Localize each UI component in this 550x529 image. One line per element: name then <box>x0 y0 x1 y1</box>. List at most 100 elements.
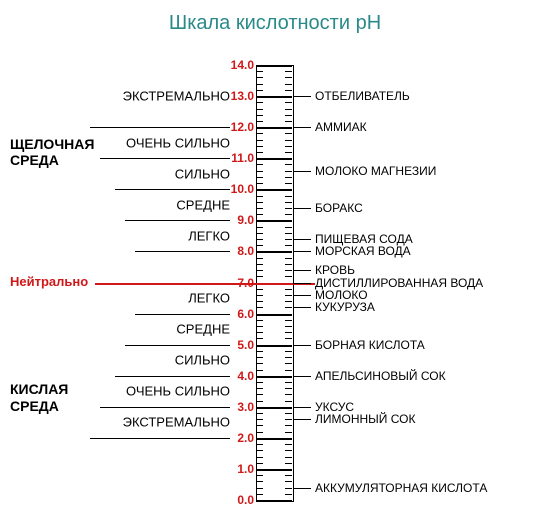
tick-major <box>256 127 292 129</box>
tick-minor <box>285 177 292 178</box>
intensity-label: ОЧЕНЬ СИЛЬНО <box>126 384 230 399</box>
tick-minor <box>285 239 292 240</box>
tick-minor <box>285 338 292 339</box>
tick-minor <box>256 363 263 364</box>
tick-minor <box>285 432 292 433</box>
tick-major <box>256 251 292 253</box>
tick-minor <box>256 109 263 110</box>
tick-minor <box>256 152 263 153</box>
tick-minor <box>285 494 292 495</box>
tick-minor <box>256 295 263 296</box>
tick-minor <box>256 121 263 122</box>
tick-major <box>256 438 292 440</box>
tick-minor <box>256 245 263 246</box>
substance-pointer <box>293 419 311 420</box>
tick-label: 6.0 <box>237 307 254 321</box>
neutral-label: Нейтрально <box>10 275 88 290</box>
tick-minor <box>256 432 263 433</box>
tick-minor <box>256 413 263 414</box>
tick-minor <box>285 425 292 426</box>
tick-minor <box>285 77 292 78</box>
tick-minor <box>285 202 292 203</box>
intensity-label: ЛЕГКО <box>188 291 230 306</box>
tick-major <box>256 407 292 409</box>
tick-minor <box>285 233 292 234</box>
tick-major <box>256 189 292 191</box>
tick-minor <box>285 71 292 72</box>
tick-minor <box>285 382 292 383</box>
tick-label: 8.0 <box>237 244 254 258</box>
tick-minor <box>256 84 263 85</box>
tick-minor <box>256 326 263 327</box>
tick-minor <box>285 258 292 259</box>
tick-minor <box>256 419 263 420</box>
tick-major <box>256 500 292 502</box>
substance-pointer <box>293 251 311 252</box>
substance-pointer <box>293 270 311 271</box>
tick-minor <box>285 146 292 147</box>
tick-minor <box>285 370 292 371</box>
tick-minor <box>285 301 292 302</box>
tick-minor <box>256 488 263 489</box>
tick-minor <box>256 115 263 116</box>
tick-minor <box>256 450 263 451</box>
tick-minor <box>256 301 263 302</box>
tick-minor <box>256 401 263 402</box>
tick-major <box>256 96 292 98</box>
tick-label: 11.0 <box>231 151 254 165</box>
zone-label: КИСЛАЯСРЕДА <box>10 381 68 413</box>
tick-minor <box>285 481 292 482</box>
tick-major <box>256 376 292 378</box>
substance-pointer <box>293 127 311 128</box>
tick-minor <box>256 475 263 476</box>
tick-major <box>256 220 292 222</box>
chart-title: Шкала кислотности рН <box>0 12 550 35</box>
tick-minor <box>256 332 263 333</box>
tick-minor <box>285 289 292 290</box>
tick-minor <box>256 196 263 197</box>
tick-minor <box>256 202 263 203</box>
substance-pointer <box>293 345 311 346</box>
intensity-label: СИЛЬНО <box>175 353 230 368</box>
substance-pointer <box>293 376 311 377</box>
tick-minor <box>285 140 292 141</box>
tick-minor <box>256 71 263 72</box>
tick-minor <box>285 357 292 358</box>
intensity-divider <box>125 345 230 346</box>
intensity-divider <box>135 251 230 252</box>
substance-label: МОЛОКО МАГНЕЗИИ <box>315 164 436 178</box>
tick-minor <box>285 326 292 327</box>
intensity-divider <box>90 127 230 128</box>
tick-minor <box>285 196 292 197</box>
tick-minor <box>285 419 292 420</box>
tick-minor <box>256 102 263 103</box>
tick-minor <box>256 133 263 134</box>
tick-minor <box>256 289 263 290</box>
tick-minor <box>285 450 292 451</box>
tick-minor <box>256 481 263 482</box>
tick-minor <box>256 357 263 358</box>
tick-minor <box>256 370 263 371</box>
tick-minor <box>285 245 292 246</box>
tick-minor <box>285 332 292 333</box>
tick-minor <box>285 444 292 445</box>
tick-minor <box>285 133 292 134</box>
tick-minor <box>285 463 292 464</box>
tick-minor <box>256 227 263 228</box>
substance-pointer <box>293 208 311 209</box>
substance-label: БОРАКС <box>315 201 363 215</box>
tick-minor <box>256 276 263 277</box>
tick-minor <box>256 320 263 321</box>
intensity-label: СИЛЬНО <box>175 166 230 181</box>
intensity-divider <box>135 314 230 315</box>
substance-pointer <box>293 488 311 489</box>
tick-minor <box>256 270 263 271</box>
tick-label: 3.0 <box>237 400 254 414</box>
intensity-divider <box>115 189 230 190</box>
tick-label: 14.0 <box>231 58 254 72</box>
intensity-divider <box>100 407 230 408</box>
tick-minor <box>256 338 263 339</box>
tick-minor <box>285 102 292 103</box>
tick-label: 4.0 <box>237 369 254 383</box>
tick-minor <box>285 183 292 184</box>
